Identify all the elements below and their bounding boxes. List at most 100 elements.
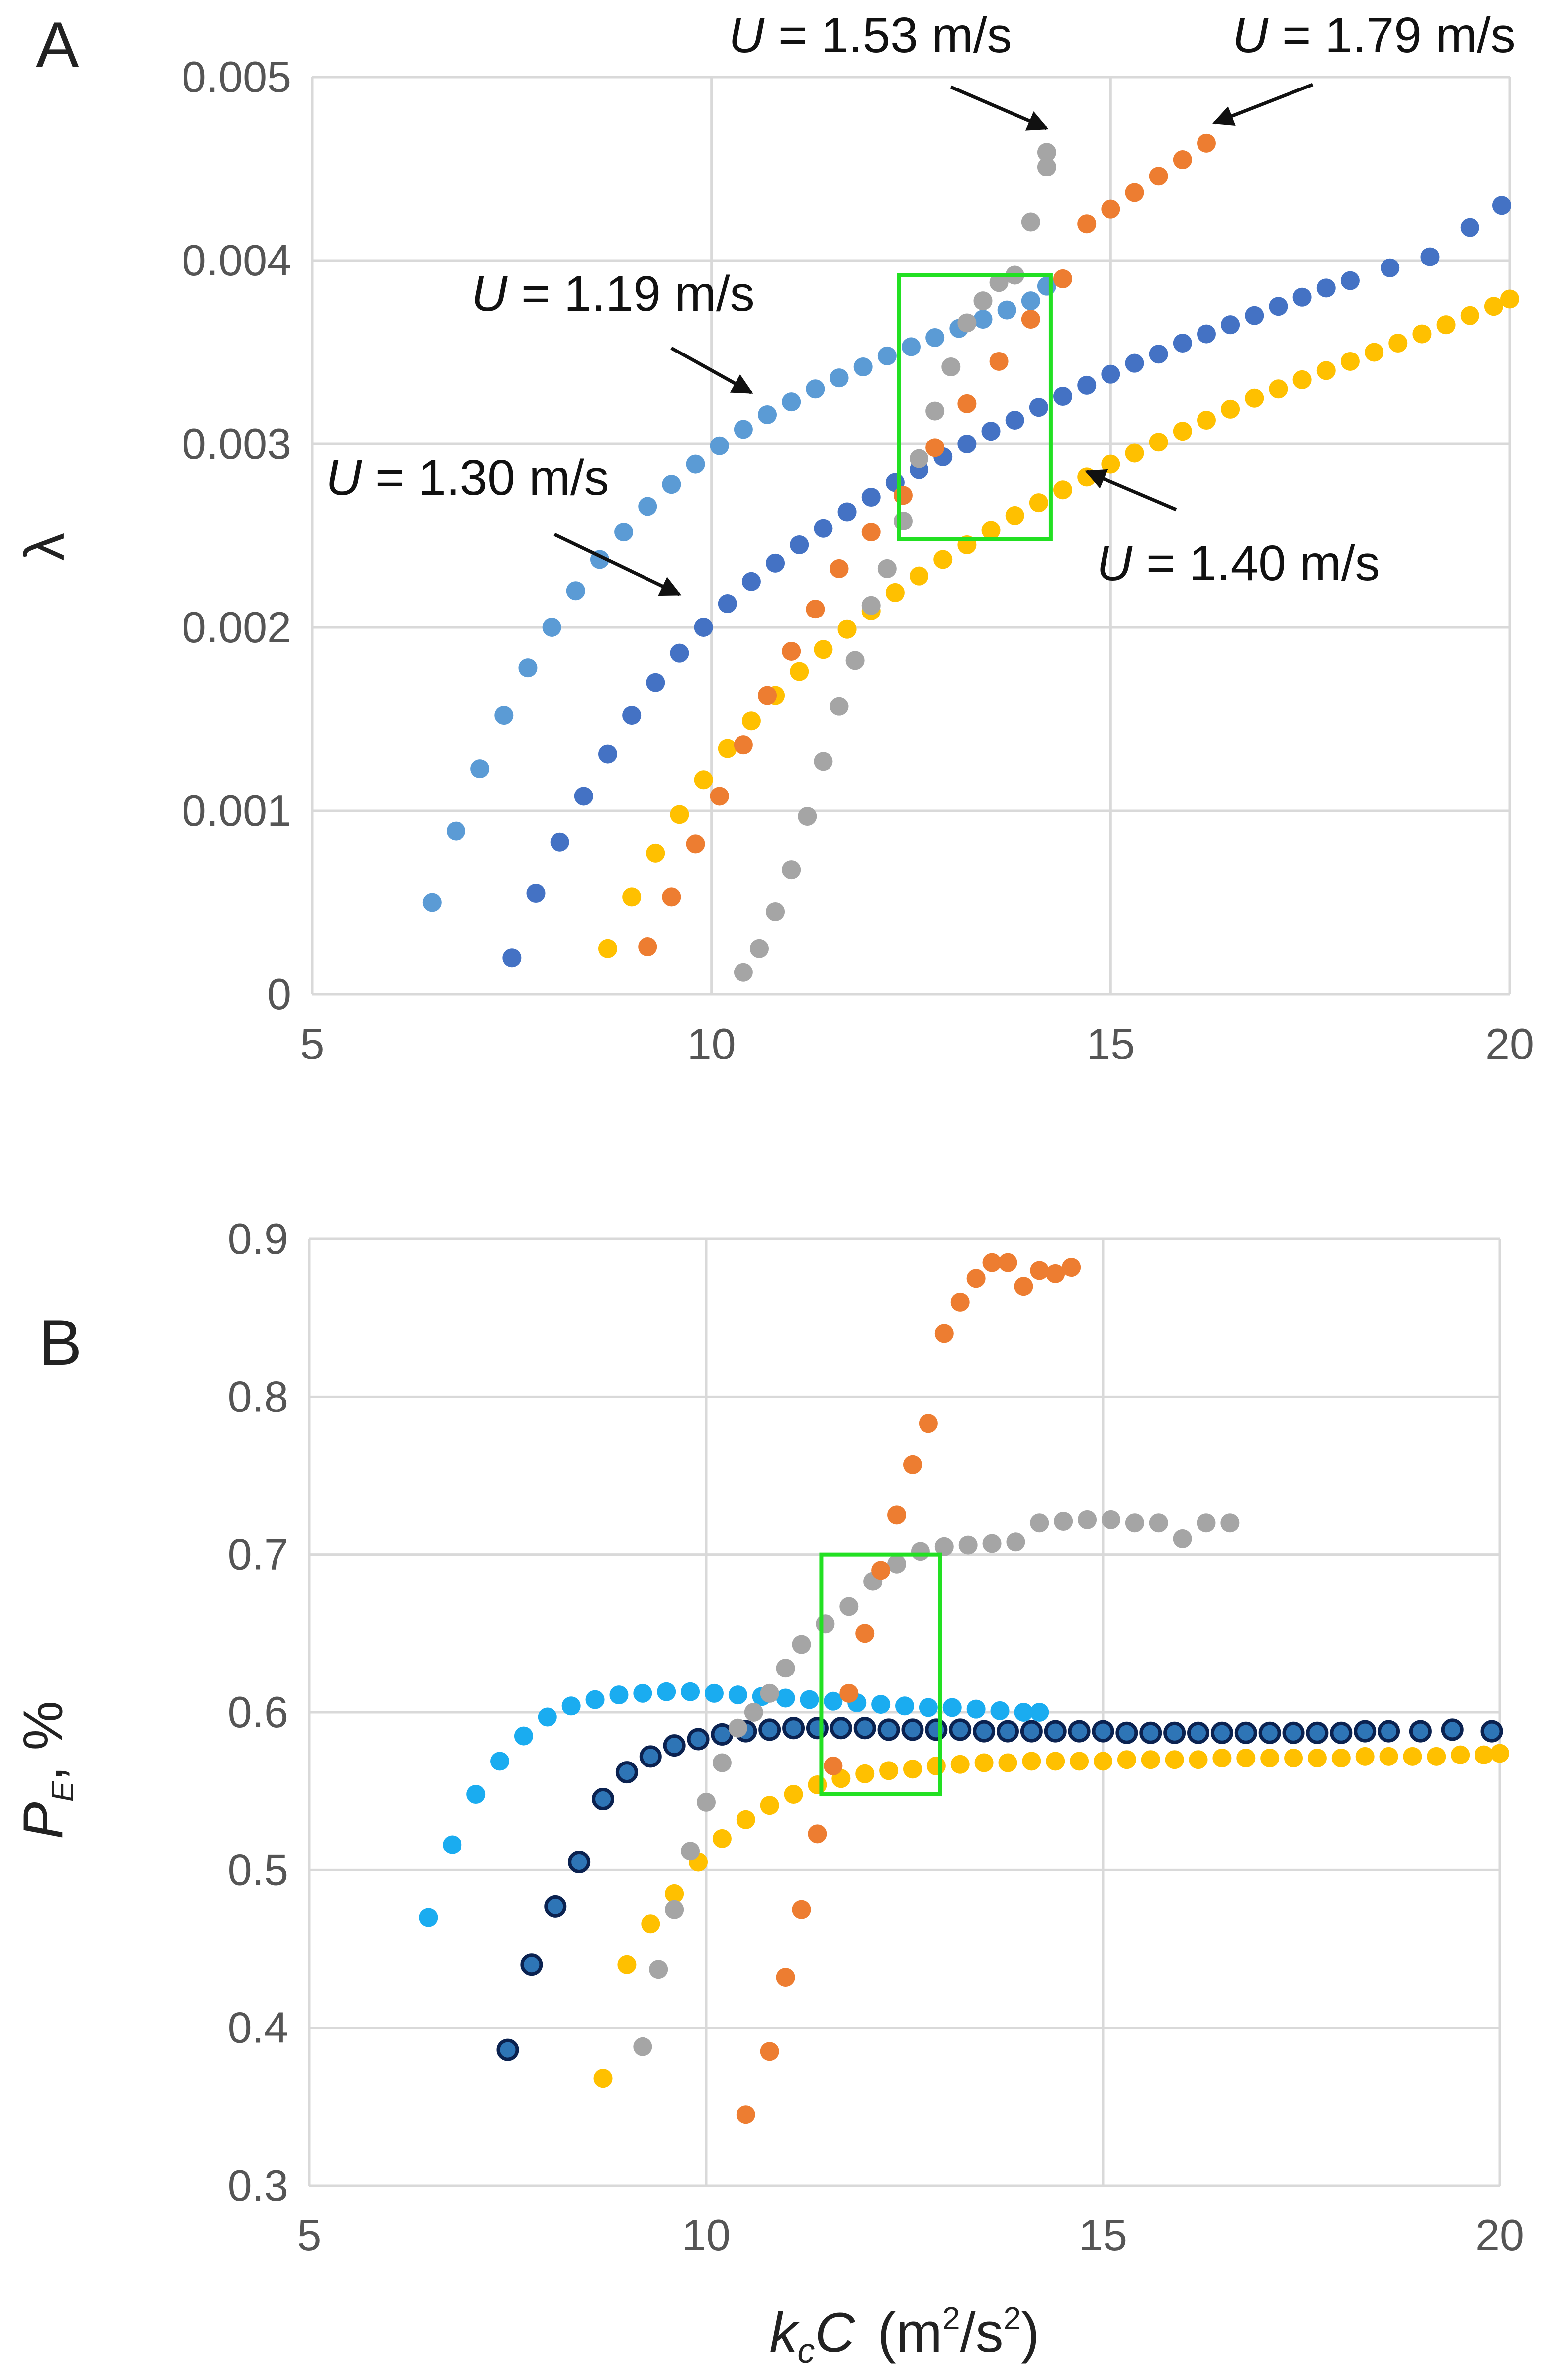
data-point bbox=[1141, 1750, 1160, 1769]
data-point bbox=[782, 392, 801, 412]
data-point bbox=[925, 1718, 948, 1741]
data-point bbox=[1173, 334, 1192, 353]
data-point bbox=[1014, 1277, 1033, 1296]
data-point bbox=[670, 643, 689, 663]
y-tick-label: 0.7 bbox=[228, 1530, 288, 1579]
data-point bbox=[1029, 398, 1048, 417]
data-point bbox=[830, 697, 849, 716]
data-point bbox=[830, 559, 849, 578]
x-tick-label: 5 bbox=[297, 2210, 322, 2260]
annotation-value: = 1.79 m/s bbox=[1268, 7, 1515, 63]
data-point bbox=[1403, 1747, 1422, 1766]
data-point bbox=[466, 1785, 486, 1804]
annotation-value: = 1.19 m/s bbox=[507, 266, 754, 322]
panel-label-B: B bbox=[39, 1306, 82, 1379]
gridlines bbox=[311, 76, 1511, 996]
data-point bbox=[855, 1764, 875, 1783]
data-point bbox=[893, 486, 913, 505]
data-point bbox=[1340, 352, 1360, 371]
series-140 bbox=[598, 289, 1519, 958]
data-point bbox=[839, 1597, 859, 1616]
data-point bbox=[646, 673, 665, 692]
x-tick-label: 15 bbox=[1086, 1019, 1135, 1068]
annotation-arrow bbox=[1212, 83, 1314, 126]
data-point bbox=[697, 1792, 716, 1812]
y-tick-label: 0 bbox=[267, 970, 291, 1019]
data-point bbox=[1210, 1721, 1233, 1744]
data-point bbox=[694, 770, 713, 790]
data-point bbox=[855, 1624, 875, 1643]
data-point bbox=[926, 1756, 946, 1775]
data-point bbox=[744, 1703, 763, 1722]
data-point bbox=[443, 1835, 462, 1854]
data-point bbox=[973, 310, 993, 329]
data-point bbox=[665, 1900, 684, 1919]
data-point bbox=[919, 1698, 938, 1717]
y-tick-label: 0.8 bbox=[228, 1372, 288, 1421]
data-point bbox=[514, 1726, 533, 1746]
data-point bbox=[704, 1683, 724, 1703]
annotation-value: = 1.40 m/s bbox=[1132, 535, 1380, 591]
data-point bbox=[1441, 1718, 1464, 1741]
x-tick-label: 10 bbox=[687, 1019, 736, 1068]
data-point bbox=[734, 420, 753, 439]
data-point bbox=[996, 1720, 1019, 1743]
data-point bbox=[1037, 157, 1056, 176]
data-point bbox=[1030, 1261, 1049, 1280]
panel-label-A: A bbox=[36, 8, 79, 81]
data-point bbox=[957, 435, 977, 453]
y-axis-label: PE, % bbox=[12, 1701, 80, 1839]
data-point bbox=[814, 640, 833, 659]
data-point bbox=[1282, 1721, 1305, 1744]
data-point bbox=[1005, 411, 1024, 430]
x-tick-label: 15 bbox=[1079, 2210, 1127, 2260]
data-point bbox=[1292, 370, 1312, 389]
data-point bbox=[1260, 1749, 1280, 1768]
data-point bbox=[1139, 1721, 1162, 1744]
x-axis-label-subscript: c bbox=[797, 2331, 815, 2370]
y-tick-label: 0.004 bbox=[182, 236, 291, 285]
data-point bbox=[766, 553, 785, 573]
data-point bbox=[1427, 1747, 1446, 1766]
data-point bbox=[1053, 387, 1073, 406]
data-point bbox=[712, 1753, 732, 1772]
data-point bbox=[1078, 1510, 1097, 1529]
data-point bbox=[806, 379, 825, 399]
annotation-arrow bbox=[553, 532, 682, 596]
data-point bbox=[776, 1968, 795, 1987]
data-point bbox=[758, 405, 777, 424]
data-point bbox=[1101, 364, 1120, 384]
data-point bbox=[766, 902, 785, 921]
data-point bbox=[518, 658, 538, 678]
data-point bbox=[989, 352, 1009, 371]
data-point bbox=[1030, 1513, 1049, 1533]
data-point bbox=[609, 1685, 629, 1705]
data-point bbox=[710, 436, 729, 455]
data-point bbox=[1101, 199, 1120, 219]
data-point bbox=[662, 475, 681, 494]
data-point bbox=[728, 1685, 747, 1705]
data-point bbox=[1307, 1749, 1327, 1768]
data-point bbox=[1379, 1747, 1398, 1766]
data-point bbox=[639, 1745, 662, 1768]
data-point bbox=[776, 1688, 795, 1708]
data-point bbox=[1409, 1720, 1432, 1743]
data-point bbox=[839, 1683, 859, 1703]
data-point bbox=[1053, 480, 1073, 500]
data-point bbox=[1197, 411, 1216, 430]
data-point bbox=[687, 1728, 710, 1751]
data-point bbox=[1420, 247, 1440, 266]
data-point bbox=[542, 618, 561, 637]
data-point bbox=[1475, 1745, 1494, 1764]
data-point bbox=[790, 535, 809, 554]
data-point bbox=[871, 1695, 891, 1714]
data-point bbox=[1269, 379, 1288, 399]
data-point bbox=[776, 1659, 795, 1678]
data-point bbox=[989, 273, 1009, 292]
data-point bbox=[1197, 133, 1216, 153]
data-point bbox=[615, 1761, 638, 1784]
data-point bbox=[790, 662, 809, 681]
data-point bbox=[1149, 1513, 1168, 1533]
data-point bbox=[657, 1682, 676, 1701]
